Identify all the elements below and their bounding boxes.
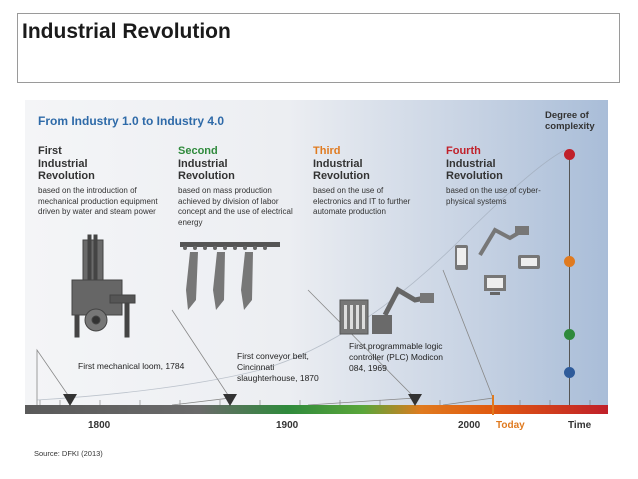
third-revolution-heading: Third Industrial Revolution [313, 145, 393, 183]
year-2000: 2000 [458, 420, 481, 431]
third-revolution-num: Third [313, 145, 341, 157]
fourth-revolution-num: Fourth [446, 145, 481, 157]
fourth-revolution-desc: based on the use of cyber-physical syste… [446, 186, 541, 206]
wedge-line-1 [36, 348, 71, 405]
conveyor-illustration [180, 242, 280, 310]
second-revolution-label: Industrial Revolution [178, 157, 235, 183]
second-revolution-heading: Second Industrial Revolution [178, 145, 258, 183]
third-revolution-desc: based on the use of electronics and IT t… [313, 186, 411, 217]
first-revolution-label: Industrial Revolution [38, 157, 95, 183]
complexity-curve [36, 149, 566, 401]
plc-caption: First programmable logic controller (PLC… [349, 341, 444, 373]
marker-1969 [408, 394, 422, 406]
page-title: Industrial Revolution [22, 20, 231, 43]
timeline-ticks [39, 400, 591, 405]
robot-illustration [339, 286, 434, 335]
complexity-dot-red [564, 149, 575, 160]
timeline-bar [25, 405, 608, 414]
fourth-revolution-label: Industrial Revolution [446, 157, 503, 183]
source-note: Source: DFKI (2013) [34, 449, 103, 458]
degree-of-complexity-label: Degree of complexity [545, 110, 595, 132]
first-revolution-heading: First Industrial Revolution [38, 145, 118, 183]
complexity-dot-blue [564, 367, 575, 378]
diagram-panel [25, 100, 608, 405]
second-revolution-desc: based on mass production achieved by div… [178, 186, 293, 227]
year-1800: 1800 [88, 420, 111, 431]
title-box: Industrial Revolution [17, 13, 620, 83]
second-revolution-num: Second [178, 145, 218, 157]
year-1900: 1900 [276, 420, 299, 431]
marker-1870 [223, 394, 237, 406]
time-label: Time [568, 420, 592, 431]
complexity-axis [569, 150, 570, 405]
complexity-dot-green [564, 329, 575, 340]
loom-illustration [71, 234, 136, 338]
first-revolution-desc: based on the introduction of mechanical … [38, 186, 158, 217]
loom-caption: First mechanical loom, 1784 [78, 361, 185, 371]
marker-today [492, 395, 494, 415]
cps-illustration [455, 226, 540, 295]
third-revolution-label: Industrial Revolution [313, 157, 370, 183]
fourth-revolution-heading: Fourth Industrial Revolution [446, 145, 526, 183]
complexity-dot-orange [564, 256, 575, 267]
first-revolution-num: First [38, 145, 62, 157]
subtitle: From Industry 1.0 to Industry 4.0 [38, 114, 225, 128]
marker-1784 [63, 394, 77, 406]
today-label: Today [496, 420, 525, 431]
conveyor-caption: First conveyor belt, Cincinnati slaughte… [237, 351, 319, 383]
